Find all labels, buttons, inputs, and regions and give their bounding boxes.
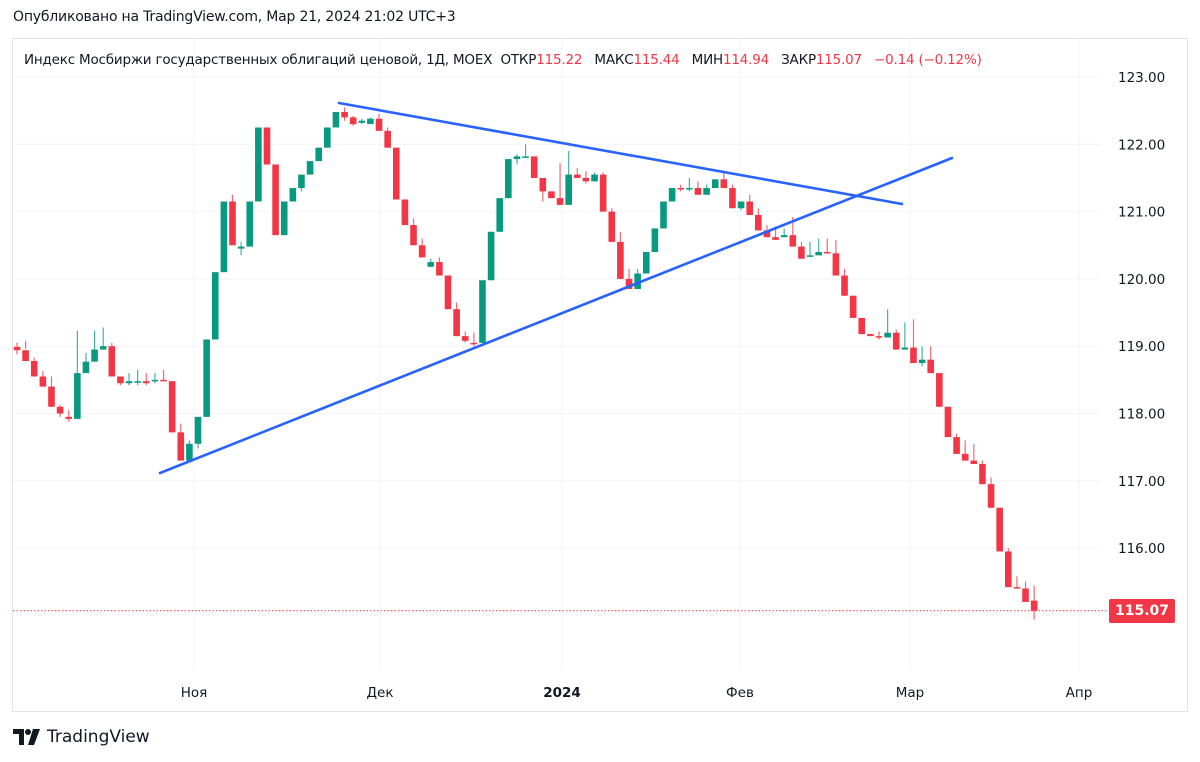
time-tick-label: Ноя: [181, 685, 208, 701]
grid-lines: [13, 39, 1100, 670]
high-label: МАКС: [594, 52, 634, 68]
price-tick-label: 123.00: [1118, 70, 1165, 86]
time-tick-label: Фев: [726, 685, 754, 701]
trendlines[interactable]: [158, 101, 954, 475]
chart-legend: Индекс Мосбиржи государственных облигаци…: [24, 52, 982, 68]
price-tick-label: 116.00: [1118, 541, 1165, 557]
price-tick-label: 122.00: [1118, 137, 1165, 153]
brand-name: TradingView: [47, 727, 150, 747]
price-tick-label: 119.00: [1118, 339, 1165, 355]
time-tick-label: Мар: [896, 685, 925, 701]
tradingview-branding[interactable]: TradingView: [13, 727, 150, 747]
close-label: ЗАКР: [781, 52, 816, 68]
open-value: 115.22: [536, 52, 583, 68]
open-label: ОТКР: [500, 52, 537, 68]
symbol-title: Индекс Мосбиржи государственных облигаци…: [24, 52, 493, 68]
close-value: 115.07: [815, 52, 862, 68]
last-price-tag: 115.07: [1109, 599, 1175, 623]
time-tick-label: 2024: [543, 685, 581, 701]
lower-support-trendline[interactable]: [158, 156, 954, 475]
time-tick-label: Апр: [1066, 685, 1093, 701]
time-tick-label: Дек: [366, 685, 393, 701]
candles: [13, 107, 1038, 620]
time-axis[interactable]: Ноя Дек 2024 Фев Мар Апр: [181, 685, 1093, 701]
upper-resistance-trendline[interactable]: [337, 101, 904, 206]
low-value: 114.94: [722, 52, 769, 68]
price-tick-label: 120.00: [1118, 272, 1165, 288]
change-value: −0.14 (−0.12%): [874, 52, 982, 68]
price-tick-label: 117.00: [1118, 474, 1165, 490]
price-axis[interactable]: 123.00 122.00 121.00 120.00 119.00 118.00 117.…: [1118, 70, 1165, 557]
chart-frame[interactable]: [12, 38, 1188, 712]
tradingview-logo-icon: [13, 729, 40, 745]
published-caption: Опубликовано на TradingView.com, Мар 21,…: [13, 9, 456, 25]
low-label: МИН: [691, 52, 724, 68]
high-value: 115.44: [633, 52, 680, 68]
price-tick-label: 121.00: [1118, 205, 1165, 221]
price-tick-label: 118.00: [1118, 407, 1165, 423]
